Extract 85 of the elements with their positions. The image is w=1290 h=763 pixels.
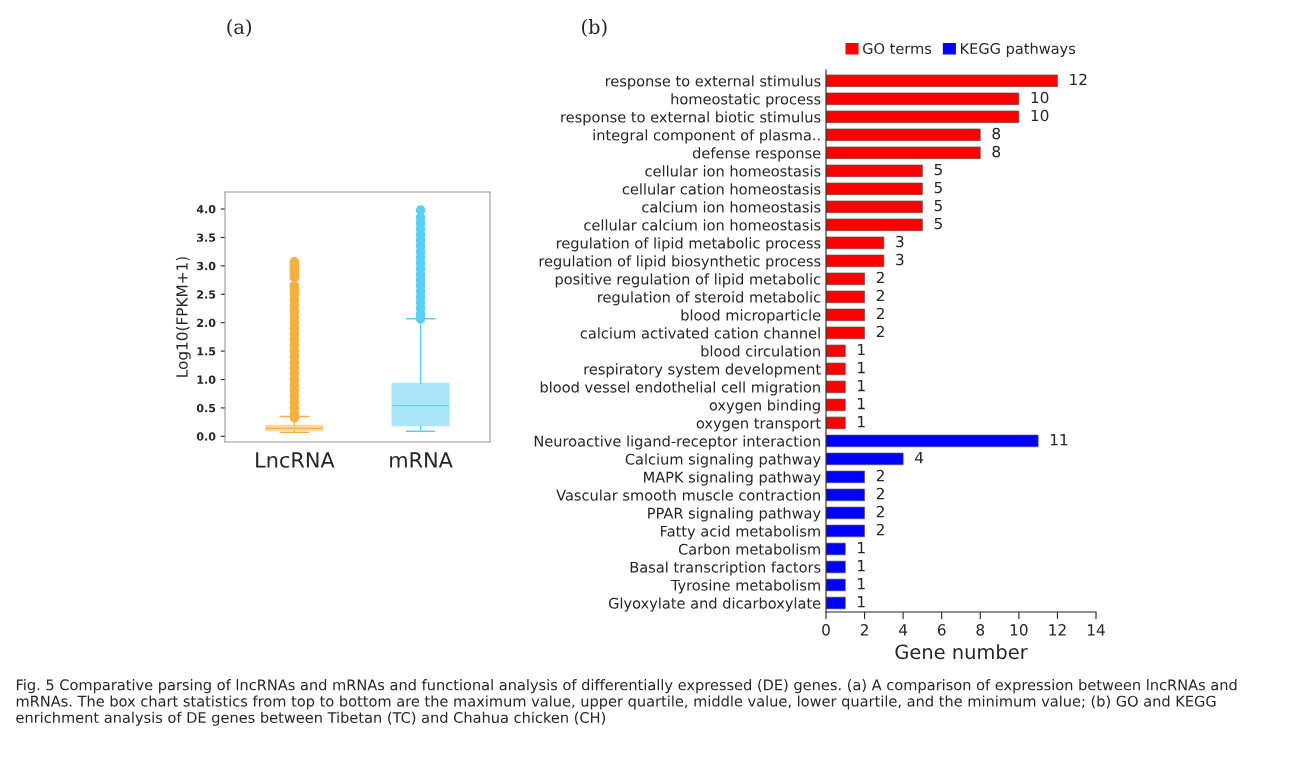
y-tick-label: regulation of lipid metabolic process xyxy=(556,237,821,252)
text: (b) xyxy=(582,19,607,37)
x-tick-label: 0 xyxy=(822,624,830,636)
y-tick-label: Tyrosine metabolism xyxy=(670,579,820,594)
y-tick-label: respiratory system development xyxy=(584,363,821,378)
data-label: 2 xyxy=(876,487,884,500)
x-tick-label: 14 xyxy=(1087,624,1105,636)
data-label: 2 xyxy=(876,307,884,320)
y-tick-label: MAPK signaling pathway xyxy=(644,471,821,486)
x-tick-label: 2 xyxy=(860,624,868,636)
y-tick-label: Calcium signaling pathway xyxy=(625,453,821,468)
y-tick-label: 0.5 xyxy=(196,403,216,413)
data-label: 1 xyxy=(858,343,865,356)
data-label: 11 xyxy=(1050,434,1068,446)
data-label: 2 xyxy=(876,271,884,284)
data-label: 8 xyxy=(992,127,1001,140)
data-label: 1 xyxy=(858,560,865,572)
data-label: 5 xyxy=(934,181,942,194)
data-label: 8 xyxy=(992,145,1001,158)
y-tick-label: response to external stimulus xyxy=(605,75,821,90)
x-tick-label: 12 xyxy=(1049,624,1066,636)
caption: Fig. 5 Comparative parsing of lncRNAs and mRNAs and functional analysis of differentially expressed (DE) genes. (a) A comparison of expression between lncRNAs and mRNAs. The box chart statistics from top to bottom are the maximum value, upper quartile, middle value, lower quartile, and the minimum value; (b) GO and KEGG enrichment analysis of DE genes between Tibetan (TC) and Chahua chicken (CH) xyxy=(16,679,1237,726)
y-tick-label: positive regulation of lipid metabolic xyxy=(555,273,821,288)
data-label: 2 xyxy=(876,289,884,302)
y-tick-label: oxygen binding xyxy=(709,399,820,414)
data-label: 1 xyxy=(858,361,865,374)
y-tick-label: Fatty acid metabolism xyxy=(661,525,820,540)
y-tick-label: 4.0 xyxy=(196,205,216,214)
data-label: 3 xyxy=(896,253,904,266)
y-axis-title: Log10(FPKM+1) xyxy=(175,257,191,377)
x-tick-label: 6 xyxy=(937,624,946,636)
y-tick-label: blood circulation xyxy=(701,345,820,357)
y-tick-label: calcium activated cation channel xyxy=(580,327,820,339)
y-tick-label: 1.0 xyxy=(197,375,216,384)
y-tick-label: blood microparticle xyxy=(681,309,821,324)
data-label: 5 xyxy=(934,217,942,230)
data-label: 1 xyxy=(858,596,865,608)
y-tick-label: Basal transcription factors xyxy=(630,561,821,576)
data-label: 12 xyxy=(1070,73,1087,86)
data-label: 2 xyxy=(876,523,884,536)
y-tick-label: regulation of steroid metabolic xyxy=(598,291,821,306)
data-label: 2 xyxy=(876,505,884,518)
data-label: 10 xyxy=(1031,91,1049,104)
y-tick-label: cellular calcium ion homeostasis xyxy=(584,219,821,231)
y-tick-label: cellular ion homeostasis xyxy=(645,165,821,177)
chart-title: (a) xyxy=(227,19,251,37)
y-tick-label: 3.0 xyxy=(197,261,216,271)
y-tick-label: homeostatic process xyxy=(671,93,821,108)
y-tick-label: Glyoxylate and dicarboxylate xyxy=(608,597,821,612)
y-tick-label: oxygen transport xyxy=(696,418,821,432)
data-label: 2 xyxy=(876,469,884,482)
data-label: 3 xyxy=(896,235,904,248)
y-tick-label: 3.5 xyxy=(197,233,216,242)
data-label: 1 xyxy=(858,416,865,428)
y-tick-label: 0.0 xyxy=(196,432,216,441)
x-tick-label: 8 xyxy=(976,624,985,636)
y-tick-label: blood vessel endothelial cell migration xyxy=(540,381,820,396)
y-tick-label: response to external biotic stimulus xyxy=(561,111,821,126)
legend-label: GO terms xyxy=(863,43,932,55)
x-tick-label: 4 xyxy=(899,624,908,636)
y-tick-label: 2.5 xyxy=(197,290,216,299)
y-tick-label: PPAR signaling pathway xyxy=(648,507,821,522)
y-tick-label: regulation of lipid biosynthetic process xyxy=(539,255,821,270)
y-tick-label: cellular cation homeostasis xyxy=(622,183,821,195)
data-label: 5 xyxy=(934,163,942,176)
y-tick-label: Vascular smooth muscle contraction xyxy=(556,489,820,501)
data-label: 1 xyxy=(858,542,865,554)
y-tick-label: 1.5 xyxy=(197,347,216,356)
y-tick-label: 2.0 xyxy=(197,318,216,328)
y-tick-label: defense response xyxy=(692,147,821,162)
legend-label: KEGG pathways xyxy=(961,42,1076,57)
data-label: 2 xyxy=(876,325,884,338)
y-tick-label: integral component of plasma.. xyxy=(593,129,820,144)
data-label: 10 xyxy=(1031,109,1049,122)
x-axis-title: Gene number xyxy=(895,644,1028,660)
y-tick-label: calcium ion homeostasis xyxy=(642,201,821,213)
data-label: 1 xyxy=(858,398,865,410)
data-label: 1 xyxy=(858,578,865,590)
x-tick-label: mRNA xyxy=(390,452,453,468)
y-tick-label: Neuroactive ligand-receptor interaction xyxy=(534,435,820,450)
data-label: 5 xyxy=(934,199,942,212)
x-tick-label: 10 xyxy=(1010,624,1028,636)
data-label: 1 xyxy=(858,379,865,392)
x-tick-label: LncRNA xyxy=(256,452,335,468)
y-tick-label: Carbon metabolism xyxy=(678,543,820,555)
